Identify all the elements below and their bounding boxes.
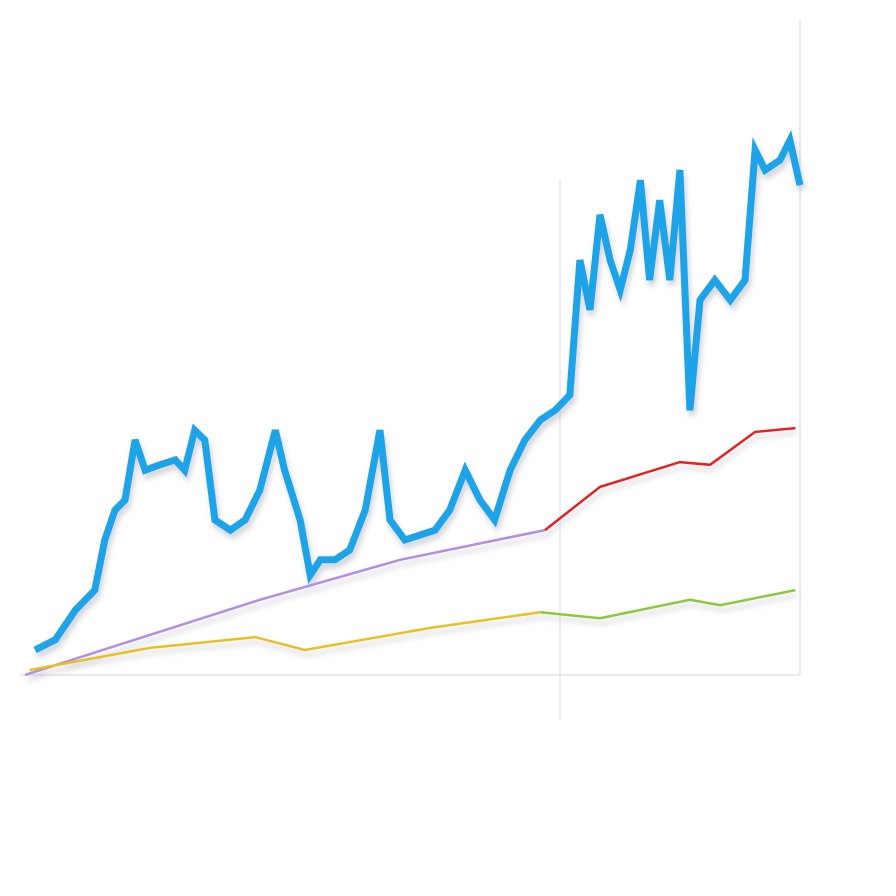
- plot: [24, 129, 804, 677]
- series-line: [24, 528, 546, 677]
- series-line: [544, 426, 796, 532]
- series-line: [29, 610, 541, 672]
- series-line: [540, 588, 796, 620]
- series-line: [33, 129, 804, 654]
